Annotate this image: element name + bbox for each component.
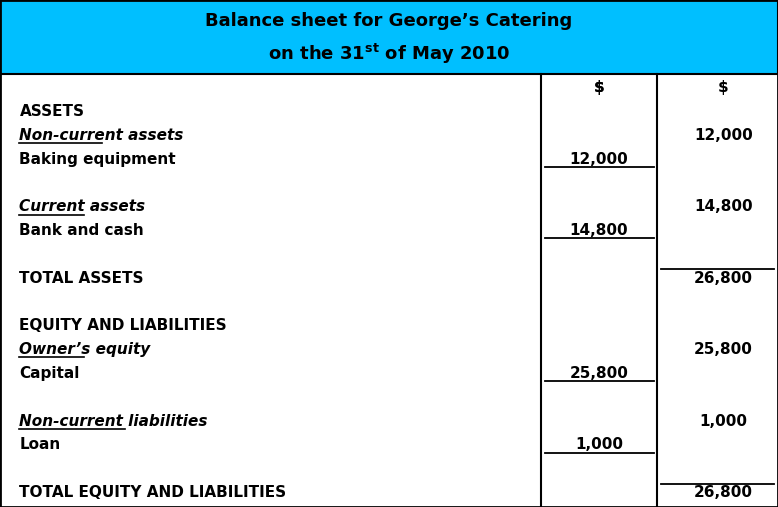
Text: 1,000: 1,000 — [575, 438, 623, 452]
Text: TOTAL EQUITY AND LIABILITIES: TOTAL EQUITY AND LIABILITIES — [19, 485, 286, 500]
Text: $: $ — [594, 81, 605, 95]
Text: EQUITY AND LIABILITIES: EQUITY AND LIABILITIES — [19, 318, 227, 334]
Text: Baking equipment: Baking equipment — [19, 152, 176, 167]
Text: $: $ — [718, 81, 729, 95]
Text: 14,800: 14,800 — [694, 199, 753, 214]
Text: 26,800: 26,800 — [694, 271, 753, 286]
Text: 25,800: 25,800 — [569, 366, 629, 381]
Text: 14,800: 14,800 — [569, 223, 629, 238]
Text: 25,800: 25,800 — [694, 342, 753, 357]
Text: on the 31$^{\mathbf{st}}$ of May 2010: on the 31$^{\mathbf{st}}$ of May 2010 — [268, 42, 510, 66]
Text: Current assets: Current assets — [19, 199, 145, 214]
Text: TOTAL ASSETS: TOTAL ASSETS — [19, 271, 144, 286]
Text: 12,000: 12,000 — [694, 128, 753, 143]
Bar — [0, 0, 778, 74]
Text: 26,800: 26,800 — [694, 485, 753, 500]
Text: ASSETS: ASSETS — [19, 104, 85, 119]
Text: 1,000: 1,000 — [699, 414, 748, 428]
Text: Non-current assets: Non-current assets — [19, 128, 184, 143]
Text: 12,000: 12,000 — [569, 152, 629, 167]
Text: Bank and cash: Bank and cash — [19, 223, 144, 238]
Text: Owner’s equity: Owner’s equity — [19, 342, 151, 357]
Text: $: $ — [594, 81, 605, 95]
Text: Non-current liabilities: Non-current liabilities — [19, 414, 208, 428]
Text: Balance sheet for George’s Catering: Balance sheet for George’s Catering — [205, 12, 573, 29]
Text: Capital: Capital — [19, 366, 80, 381]
Text: Loan: Loan — [19, 438, 61, 452]
